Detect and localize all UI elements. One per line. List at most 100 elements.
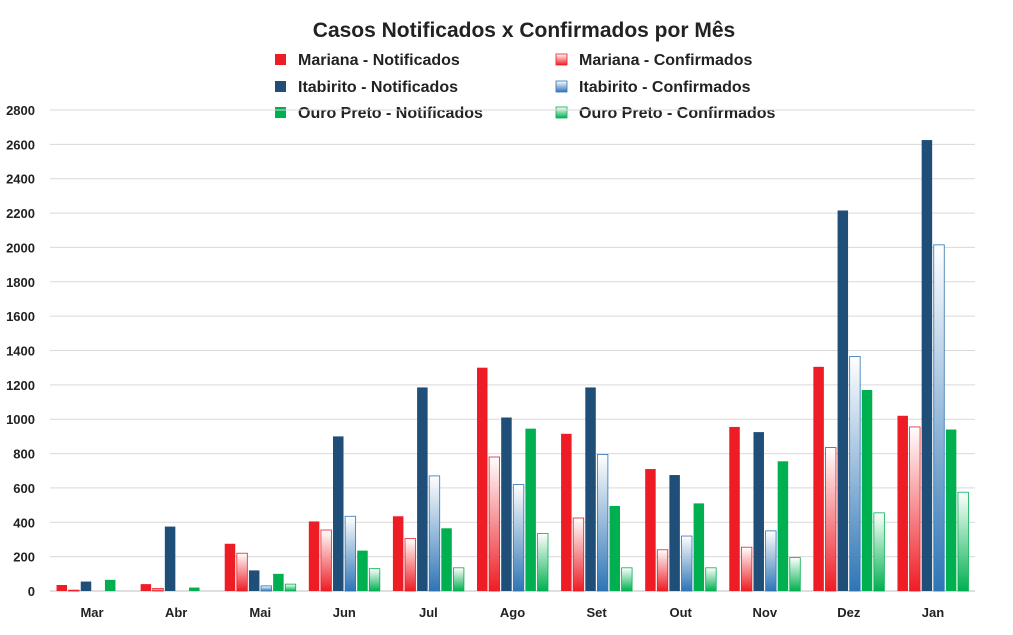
bar-mariana-notificados-dez	[813, 366, 824, 591]
x-tick-label: Set	[586, 605, 607, 620]
x-tick-label: Jun	[333, 605, 356, 620]
bar-ouro-preto-notificados-mai	[273, 573, 284, 591]
legend-label-ouro-preto-notificados: Ouro Preto - Notificados	[298, 105, 483, 122]
legend-swatch-ouro-preto-confirmados	[555, 106, 568, 119]
bar-itabirito-confirmados-out	[681, 535, 693, 592]
bar-mariana-notificados-out	[645, 469, 656, 591]
y-tick-label: 1000	[6, 412, 35, 427]
bar-itabirito-confirmados-jul	[428, 475, 441, 592]
x-axis: Mar Abr Mai Jun Jul Ago Set Out Nov Dez Jan	[80, 605, 944, 620]
y-tick-label: 0	[28, 584, 35, 599]
bar-ouro-preto-notificados-out	[693, 503, 705, 591]
legend-swatch-ouro-preto-notificados	[275, 107, 286, 118]
chart-bars	[56, 140, 969, 592]
y-tick-label: 1600	[6, 309, 35, 324]
bar-mariana-confirmados-set	[572, 517, 585, 592]
bar-ouro-preto-confirmados-dez	[873, 512, 885, 592]
bar-itabirito-notificados-mai	[248, 570, 260, 591]
x-tick-label: Mar	[80, 605, 103, 620]
legend-swatch-itabirito-confirmados	[555, 80, 568, 93]
legend-swatch-mariana-confirmados	[555, 53, 568, 66]
bar-itabirito-notificados-out	[669, 475, 680, 591]
legend-label-itabirito-notificados: Itabirito - Notificados	[298, 79, 458, 96]
bar-ouro-preto-confirmados-out	[705, 567, 717, 592]
bar-mariana-notificados-abr	[140, 584, 152, 591]
bar-ouro-preto-confirmados-set	[621, 567, 633, 592]
bar-mariana-confirmados-out	[656, 549, 669, 592]
bar-ouro-preto-confirmados-ago	[537, 533, 549, 592]
y-tick-label: 2800	[6, 103, 35, 118]
bar-ouro-preto-notificados-ago	[525, 428, 536, 591]
legend-label-mariana-notificados: Mariana - Notificados	[298, 52, 460, 69]
legend-label-ouro-preto-confirmados: Ouro Preto - Confirmados	[579, 105, 776, 122]
bar-itabirito-notificados-ago	[501, 417, 512, 591]
bar-itabirito-notificados-jan	[921, 140, 933, 591]
x-tick-label: Ago	[500, 605, 525, 620]
chart-title: Casos Notificados x Confirmados por Mês	[313, 19, 735, 42]
x-tick-label: Nov	[752, 605, 777, 620]
bar-ouro-preto-notificados-mar	[104, 579, 116, 591]
bar-mariana-notificados-jul	[392, 516, 404, 591]
bar-mariana-notificados-jan	[897, 415, 908, 591]
bar-mariana-notificados-mar	[56, 584, 68, 591]
bar-mariana-confirmados-ago	[488, 456, 501, 592]
x-tick-label: Out	[669, 605, 692, 620]
bar-mariana-confirmados-abr	[152, 588, 164, 592]
bar-ouro-preto-confirmados-jul	[453, 567, 465, 592]
bar-mariana-confirmados-jan	[909, 426, 921, 592]
bar-itabirito-confirmados-mai	[260, 585, 272, 592]
x-tick-label: Dez	[837, 605, 861, 620]
bar-ouro-preto-confirmados-jan	[957, 491, 969, 592]
bar-itabirito-confirmados-jun	[344, 515, 357, 592]
bar-mariana-confirmados-mai	[236, 552, 248, 592]
bar-ouro-preto-confirmados-mai	[284, 583, 297, 592]
bar-ouro-preto-notificados-set	[609, 505, 620, 591]
x-tick-label: Mai	[249, 605, 271, 620]
bar-itabirito-notificados-dez	[837, 210, 849, 592]
y-tick-label: 1200	[6, 378, 35, 393]
y-tick-label: 600	[13, 481, 35, 496]
legend-swatch-itabirito-notificados	[275, 81, 286, 92]
bar-itabirito-confirmados-nov	[765, 530, 777, 592]
legend-label-itabirito-confirmados: Itabirito - Confirmados	[579, 79, 751, 96]
bar-itabirito-notificados-set	[585, 387, 596, 591]
bar-mariana-notificados-jun	[308, 521, 320, 591]
chart-gridlines	[50, 109, 975, 592]
bar-ouro-preto-confirmados-jun	[368, 568, 381, 592]
bar-mariana-confirmados-nov	[740, 546, 753, 592]
bar-ouro-preto-confirmados-nov	[789, 557, 801, 592]
bar-itabirito-notificados-jun	[333, 436, 344, 591]
bar-itabirito-notificados-abr	[164, 526, 176, 591]
bar-itabirito-confirmados-dez	[849, 356, 861, 592]
bar-ouro-preto-notificados-dez	[861, 390, 873, 591]
bar-mariana-notificados-nov	[729, 426, 740, 591]
x-tick-label: Jan	[922, 605, 944, 620]
bar-itabirito-notificados-jul	[417, 387, 428, 591]
bar-mariana-notificados-mai	[224, 543, 236, 591]
bar-itabirito-notificados-nov	[753, 432, 764, 591]
x-tick-label: Abr	[165, 605, 187, 620]
y-tick-label: 200	[13, 550, 35, 565]
bar-mariana-confirmados-jul	[404, 538, 416, 592]
bar-itabirito-confirmados-jan	[933, 244, 945, 592]
bar-ouro-preto-notificados-jan	[945, 429, 957, 591]
y-tick-label: 2400	[6, 172, 35, 187]
y-tick-label: 2600	[6, 137, 35, 152]
y-tick-label: 800	[13, 447, 35, 462]
bar-mariana-confirmados-jun	[320, 529, 332, 592]
x-tick-label: Jul	[419, 605, 438, 620]
bar-ouro-preto-notificados-jul	[441, 528, 452, 591]
bar-mariana-confirmados-dez	[825, 447, 837, 592]
bar-itabirito-notificados-mar	[80, 581, 92, 591]
bar-ouro-preto-notificados-abr	[189, 587, 200, 591]
bar-mariana-notificados-set	[561, 433, 572, 591]
bar-itabirito-confirmados-ago	[512, 484, 525, 592]
y-tick-label: 1800	[6, 275, 35, 290]
y-axis: 0 200 400 600 800 1000 1200 1400 1600 1800 2000 220…	[6, 103, 35, 599]
bar-ouro-preto-notificados-nov	[777, 461, 789, 591]
bar-itabirito-confirmados-set	[596, 454, 609, 592]
chart-legend: Mariana - Notificados Mariana - Confirmad…	[275, 52, 776, 122]
y-tick-label: 2200	[6, 206, 35, 221]
